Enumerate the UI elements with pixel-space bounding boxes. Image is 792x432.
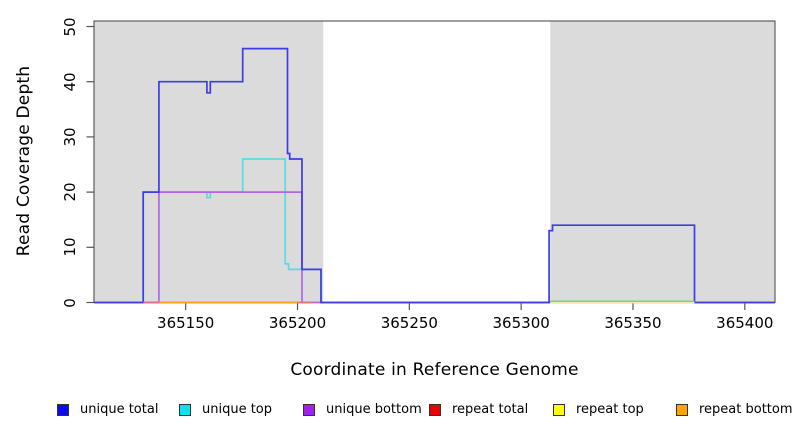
x-tick-label-365350: 365350 xyxy=(604,314,662,332)
legend-swatch-repeat-total xyxy=(429,403,441,416)
legend-label: unique total xyxy=(80,402,159,417)
legend-label: repeat total xyxy=(452,402,529,417)
legend-item-unique-top: unique top xyxy=(179,402,272,417)
legend-swatch-repeat-top xyxy=(553,403,565,416)
x-tick-label-365400: 365400 xyxy=(716,314,774,332)
legend-item-repeat-top: repeat top xyxy=(553,402,644,417)
x-tick-label-365300: 365300 xyxy=(492,314,550,332)
shaded-region-right xyxy=(550,21,775,303)
legend-swatch-repeat-bottom xyxy=(676,403,688,416)
x-tick-label-365150: 365150 xyxy=(157,314,215,332)
x-axis-label: Coordinate in Reference Genome xyxy=(290,360,579,380)
y-axis-label: Read Coverage Depth xyxy=(14,65,34,257)
x-tick-label-365200: 365200 xyxy=(268,314,327,332)
shaded-region-left xyxy=(94,21,324,303)
y-tick-label-10: 10 xyxy=(61,237,79,257)
legend-swatch-unique-total xyxy=(57,403,69,416)
legend-swatch-unique-bottom xyxy=(303,403,315,416)
legend-item-unique-bottom: unique bottom xyxy=(303,402,422,417)
x-tick-label-365250: 365250 xyxy=(380,314,438,332)
legend-label: repeat top xyxy=(576,402,644,417)
legend-label: unique bottom xyxy=(326,402,422,417)
y-tick-label-0: 0 xyxy=(61,297,79,308)
legend-label: repeat bottom xyxy=(699,402,792,417)
y-tick-label-30: 30 xyxy=(61,127,79,147)
legend-swatch-unique-top xyxy=(179,403,191,416)
y-tick-label-40: 40 xyxy=(61,72,79,92)
legend-item-repeat-total: repeat total xyxy=(429,402,528,417)
legend-item-unique-total: unique total xyxy=(57,402,158,417)
y-tick-label-50: 50 xyxy=(61,16,79,37)
legend-item-repeat-bottom: repeat bottom xyxy=(676,402,792,417)
series-unique-total xyxy=(94,47,775,304)
legend-label: unique top xyxy=(202,402,273,417)
y-tick-label-20: 20 xyxy=(61,182,79,202)
